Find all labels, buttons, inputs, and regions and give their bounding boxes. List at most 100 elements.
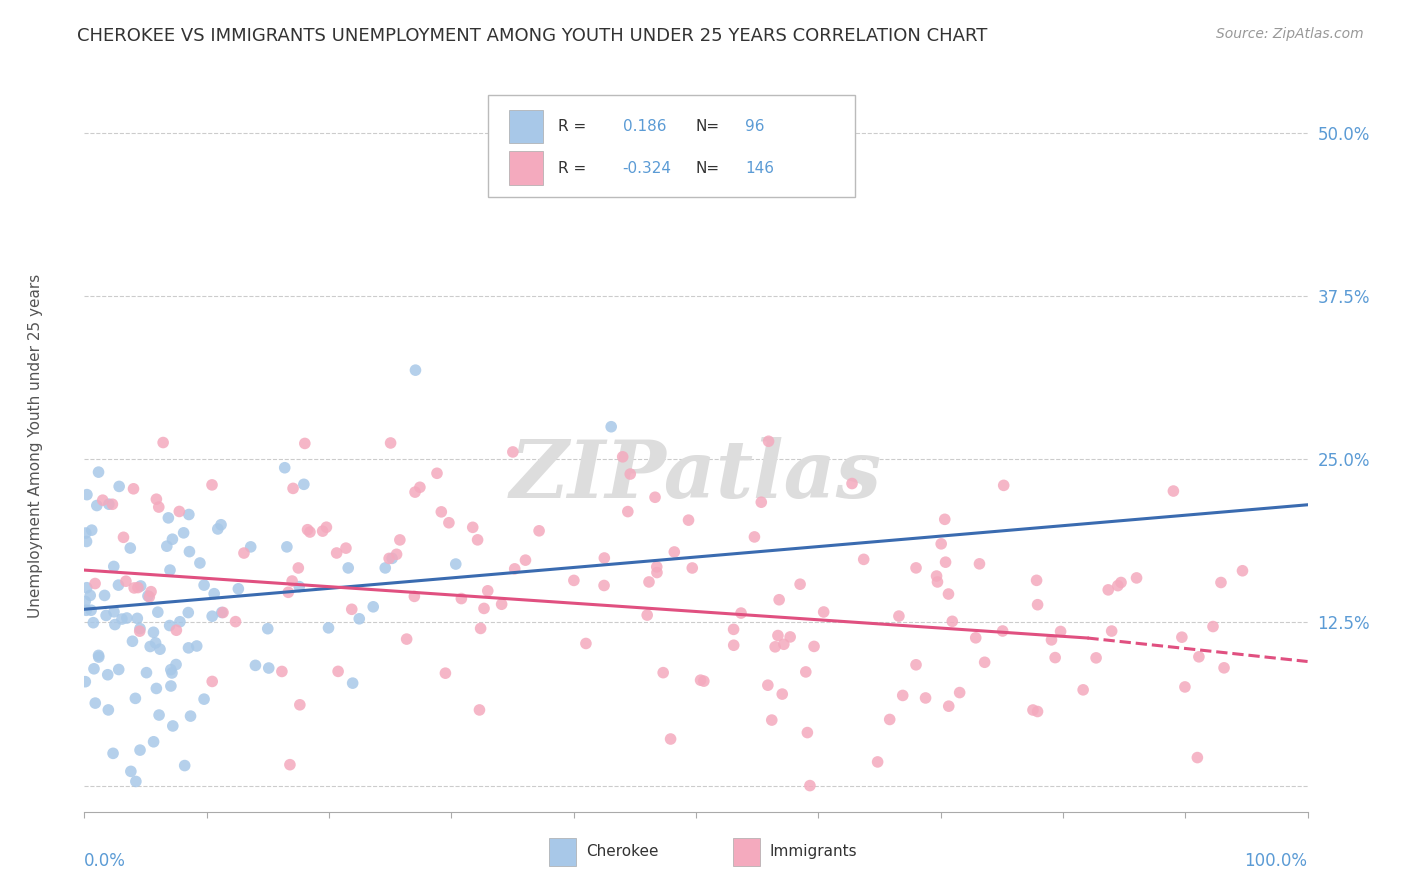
Point: [879, 713, 901, 727]
Point: [938, 587, 960, 601]
Point: [233, 546, 256, 560]
Point: [645, 559, 668, 574]
Point: [1049, 624, 1071, 639]
Point: [380, 436, 402, 450]
Point: [212, 606, 235, 620]
Point: [169, 504, 191, 518]
Point: [461, 520, 484, 534]
Point: [472, 601, 495, 615]
Point: [103, 559, 125, 574]
Point: [600, 419, 623, 434]
Point: [149, 642, 172, 657]
Point: [177, 508, 200, 522]
Point: [430, 505, 453, 519]
Point: [388, 533, 411, 547]
Point: [434, 666, 457, 681]
Point: [202, 587, 225, 601]
Point: [157, 511, 180, 525]
Point: [162, 533, 184, 547]
Point: [337, 561, 360, 575]
Point: [239, 540, 262, 554]
Point: [84, 696, 107, 710]
Point: [1085, 651, 1108, 665]
Point: [139, 584, 162, 599]
Point: [160, 665, 183, 680]
Point: [664, 545, 686, 559]
Point: [723, 623, 745, 637]
Point: [1022, 703, 1045, 717]
Point: [395, 632, 418, 646]
Point: [1202, 619, 1225, 633]
Point: [159, 618, 181, 632]
Text: 0.186: 0.186: [623, 119, 666, 134]
Point: [101, 497, 124, 511]
Point: [905, 657, 928, 672]
Point: [1232, 564, 1254, 578]
Point: [444, 557, 467, 571]
Point: [211, 606, 233, 620]
Point: [593, 551, 616, 566]
Point: [1107, 579, 1129, 593]
Point: [156, 539, 179, 553]
Point: [169, 615, 191, 629]
Point: [94, 608, 117, 623]
Point: [82, 615, 104, 630]
Point: [799, 779, 821, 793]
Point: [270, 665, 292, 679]
Point: [107, 663, 129, 677]
Point: [115, 574, 138, 589]
Point: [148, 500, 170, 514]
Point: [180, 709, 202, 723]
Text: CHEROKEE VS IMMIGRANTS UNEMPLOYMENT AMONG YOUTH UNDER 25 YEARS CORRELATION CHART: CHEROKEE VS IMMIGRANTS UNEMPLOYMENT AMON…: [77, 27, 987, 45]
Point: [177, 640, 200, 655]
Point: [342, 676, 364, 690]
Point: [1071, 682, 1094, 697]
Point: [122, 581, 145, 595]
Point: [75, 594, 97, 608]
Point: [145, 681, 167, 696]
Point: [779, 630, 801, 644]
Point: [287, 561, 309, 575]
Point: [515, 553, 537, 567]
Point: [503, 562, 526, 576]
Point: [1040, 632, 1063, 647]
Point: [502, 445, 524, 459]
Point: [129, 743, 152, 757]
Point: [245, 658, 267, 673]
Point: [768, 592, 790, 607]
FancyBboxPatch shape: [733, 838, 759, 866]
Point: [129, 622, 152, 636]
Point: [1097, 582, 1119, 597]
Point: [277, 585, 299, 599]
Point: [638, 574, 661, 589]
Point: [207, 522, 229, 536]
Point: [925, 569, 948, 583]
Point: [201, 609, 224, 624]
Point: [101, 747, 124, 761]
Point: [770, 687, 793, 701]
Point: [723, 638, 745, 652]
Point: [115, 611, 138, 625]
Text: Immigrants: Immigrants: [769, 845, 858, 860]
Point: [914, 690, 936, 705]
Point: [326, 665, 349, 679]
Point: [841, 476, 863, 491]
Point: [120, 541, 142, 555]
Point: [298, 524, 321, 539]
Point: [1043, 650, 1066, 665]
Point: [340, 602, 363, 616]
Point: [1188, 649, 1211, 664]
Point: [887, 609, 910, 624]
Point: [80, 523, 103, 537]
Point: [159, 563, 181, 577]
Point: [437, 516, 460, 530]
Point: [477, 583, 499, 598]
Point: [766, 628, 789, 642]
Point: [325, 546, 347, 560]
Point: [256, 622, 278, 636]
Point: [1025, 574, 1047, 588]
Point: [76, 488, 98, 502]
Point: [659, 731, 682, 746]
Point: [75, 526, 97, 541]
Point: [852, 552, 875, 566]
